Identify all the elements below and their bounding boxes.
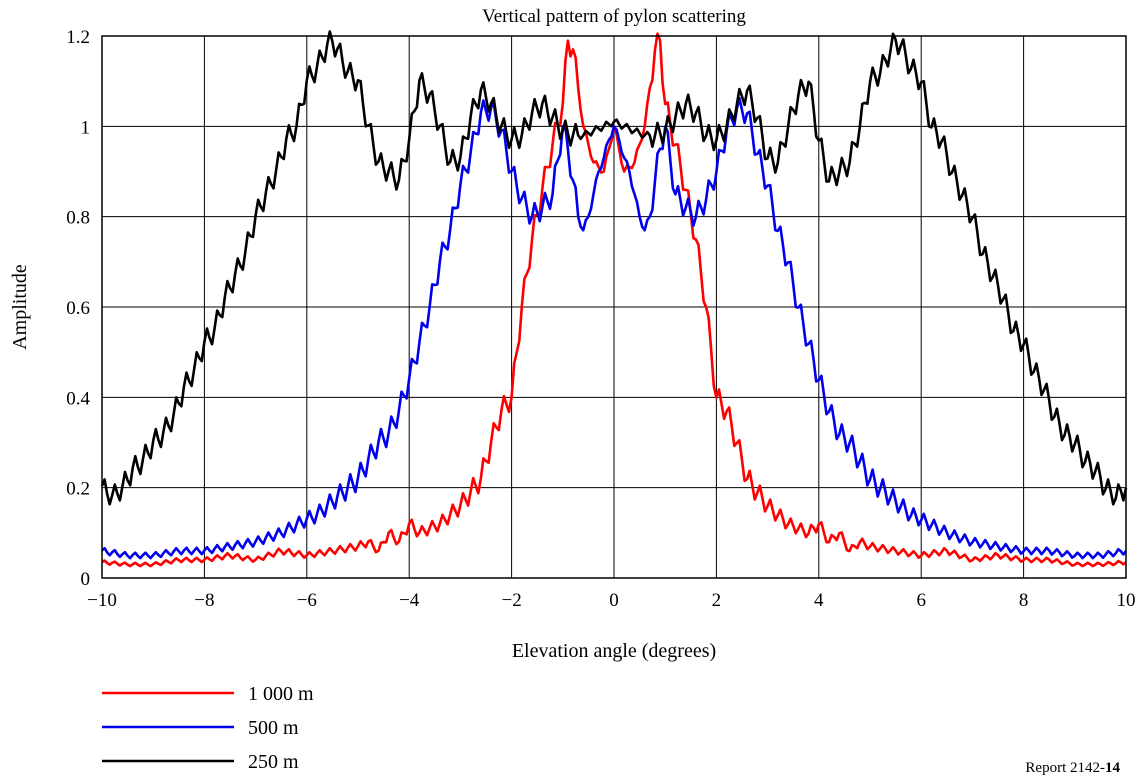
y-axis-label: Amplitude (9, 264, 31, 350)
chart-title: Vertical pattern of pylon scattering (482, 6, 746, 27)
x-tick-label: −4 (399, 590, 420, 611)
x-tick-label: −8 (194, 590, 214, 611)
y-tick-label: 0.2 (66, 479, 90, 500)
legend-label: 500 m (248, 717, 299, 739)
x-tick-label: 0 (609, 590, 619, 611)
report-label: Report 2142-14 (1025, 760, 1120, 776)
y-tick-label: 0.4 (66, 388, 90, 409)
plot-frame (101, 35, 1127, 579)
y-tick-label: 1 (81, 117, 91, 138)
series-line (100, 30, 1128, 506)
y-tick-label: 1.2 (66, 27, 90, 48)
x-tick-label: 10 (1117, 590, 1136, 611)
series-layer (100, 30, 1128, 568)
x-tick-label: 8 (1019, 590, 1029, 611)
y-tick-labels: 0 0.2 0.4 0.6 0.8 1 1.2 (66, 27, 90, 590)
x-tick-label: −10 (87, 590, 117, 611)
x-tick-labels: −10 −8 −6 −4 −2 0 2 4 6 8 10 (87, 590, 1135, 611)
gridlines (101, 35, 1127, 579)
y-tick-label: 0.6 (66, 298, 90, 319)
x-tick-label: −6 (297, 590, 317, 611)
x-tick-label: −2 (501, 590, 521, 611)
report-prefix: Report 2142- (1025, 760, 1105, 776)
legend: 1 000 m 500 m 250 m (102, 683, 314, 773)
x-tick-label: 4 (814, 590, 824, 611)
report-number: 14 (1105, 760, 1121, 776)
y-tick-label: 0 (81, 569, 91, 590)
x-axis-label: Elevation angle (degrees) (512, 640, 716, 662)
legend-label: 1 000 m (248, 683, 314, 705)
x-tick-label: 6 (916, 590, 926, 611)
y-tick-label: 0.8 (66, 208, 90, 229)
legend-label: 250 m (248, 751, 299, 773)
series-line (101, 96, 1128, 560)
x-tick-label: 2 (712, 590, 722, 611)
